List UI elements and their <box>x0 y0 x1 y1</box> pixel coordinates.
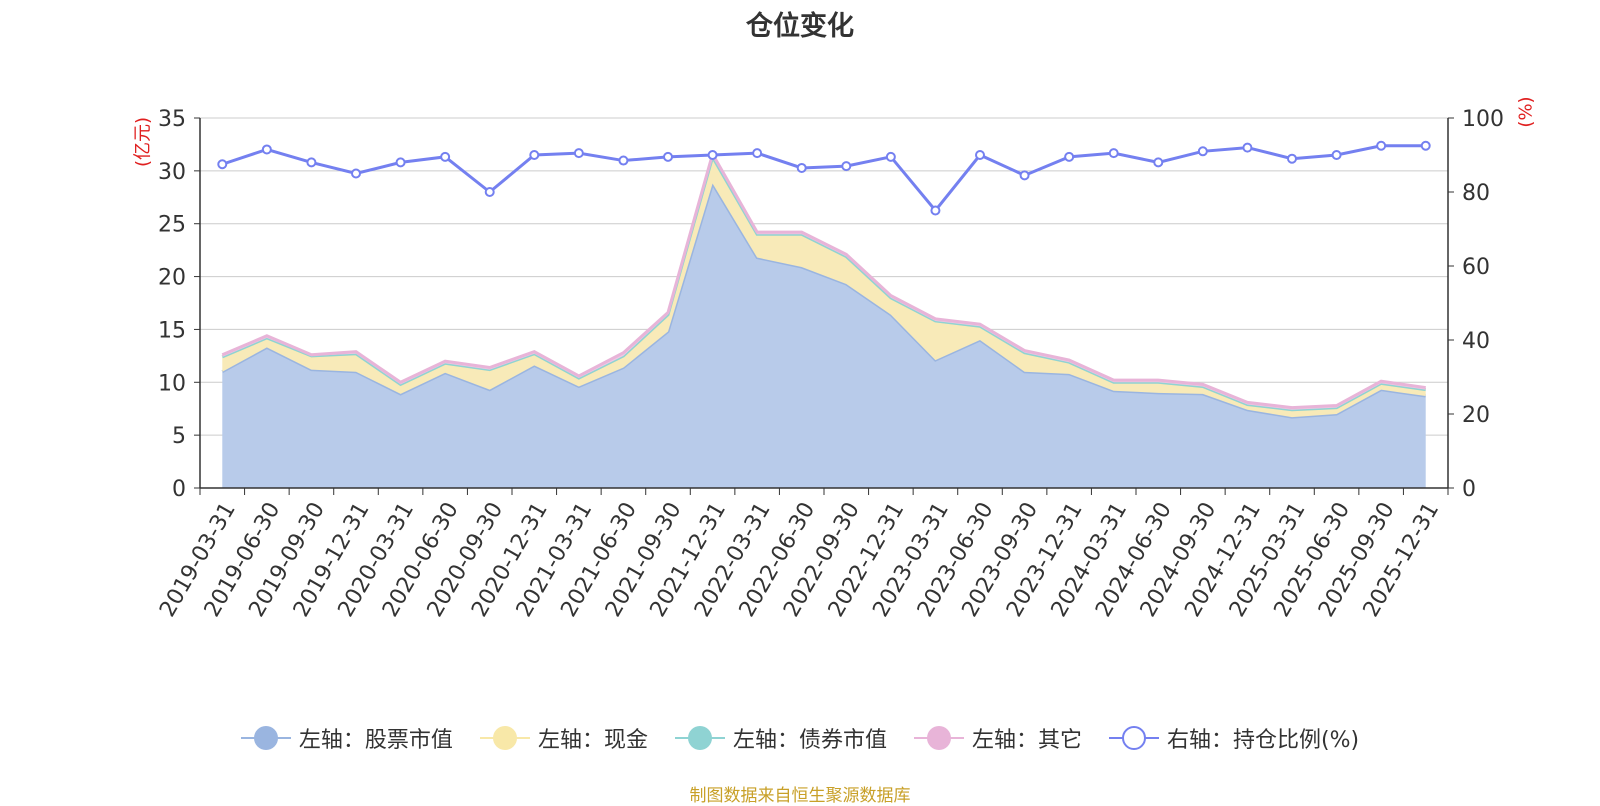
legend-swatch-ratio <box>1108 724 1159 752</box>
ratio-point <box>752 148 763 159</box>
area-左轴：股票市值 <box>222 183 1426 489</box>
ratio-point <box>529 150 540 160</box>
ratio-point <box>930 205 941 216</box>
right-tick-label: 100 <box>1462 107 1504 132</box>
legend-label-bond: 左轴：债券市值 <box>732 728 887 753</box>
left-tick-label: 20 <box>158 266 186 291</box>
ratio-line <box>221 144 1426 213</box>
ratio-point <box>796 162 807 173</box>
ratio-point <box>618 155 629 166</box>
ratio-point <box>1064 151 1075 162</box>
ratio-point <box>1331 150 1342 160</box>
ratio-point <box>306 157 317 168</box>
ratio-point <box>841 161 852 172</box>
legend-item-cash[interactable]: 左轴：现金 <box>479 722 648 754</box>
ratio-point <box>351 168 361 179</box>
legend-item-other[interactable]: 左轴：其它 <box>913 722 1082 754</box>
right-axis-unit: (%) <box>1515 96 1536 127</box>
legend-swatch-stock <box>240 724 291 752</box>
legend-swatch-other <box>913 724 964 752</box>
legend-item-ratio[interactable]: 右轴：持仓比例(%) <box>1108 722 1360 754</box>
legend-swatch-cash <box>479 724 530 752</box>
chart-title: 仓位变化 <box>746 11 854 42</box>
left-tick-label: 5 <box>172 424 186 449</box>
ratio-point <box>1287 153 1297 164</box>
legend-item-stock[interactable]: 左轴：股票市值 <box>240 722 453 754</box>
ratio-point <box>1376 140 1387 151</box>
ratio-point <box>1108 148 1119 159</box>
left-tick-label: 10 <box>158 371 186 396</box>
ratio-point <box>440 151 451 162</box>
ratio-point <box>395 157 406 168</box>
right-tick-label: 20 <box>1462 403 1490 428</box>
legend-label-stock: 左轴：股票市值 <box>298 728 453 753</box>
source-note: 制图数据来自恒生聚源数据库 <box>689 786 911 806</box>
left-tick-label: 30 <box>158 160 186 185</box>
ratio-point <box>261 144 272 155</box>
right-tick-label: 60 <box>1462 255 1490 280</box>
ratio-point <box>1197 146 1208 157</box>
left-tick-label: 15 <box>158 318 186 343</box>
legend-label-ratio: 右轴：持仓比例(%) <box>1166 728 1360 753</box>
ratio-point <box>1019 170 1030 181</box>
left-tick-label: 35 <box>158 107 186 132</box>
left-tick-label: 0 <box>172 477 186 502</box>
right-tick-label: 0 <box>1462 477 1476 502</box>
legend-swatch-bond <box>674 724 725 752</box>
ratio-point <box>217 159 228 170</box>
ratio-point <box>1153 157 1164 168</box>
line-左轴：其它 <box>221 150 1426 410</box>
ratio-point <box>573 148 584 159</box>
legend-item-bond[interactable]: 左轴：债券市值 <box>674 722 887 754</box>
ratio-point <box>975 150 985 160</box>
ratio-point <box>663 151 673 162</box>
ratio-point <box>1242 142 1253 153</box>
ratio-point <box>1420 140 1431 151</box>
left-tick-label: 25 <box>158 213 186 238</box>
ratio-point <box>885 151 896 162</box>
legend-label-cash: 左轴：现金 <box>537 728 648 753</box>
right-tick-label: 40 <box>1462 329 1490 354</box>
ratio-point <box>484 187 495 197</box>
legend: 左轴：股票市值 左轴：现金 左轴：债券市值 左轴：其它 右轴：持仓比例(%) <box>0 722 1600 758</box>
legend-label-other: 左轴：其它 <box>971 728 1082 753</box>
left-axis-unit: (亿元) <box>132 117 153 167</box>
ratio-point <box>707 150 718 160</box>
right-tick-label: 80 <box>1462 181 1490 206</box>
